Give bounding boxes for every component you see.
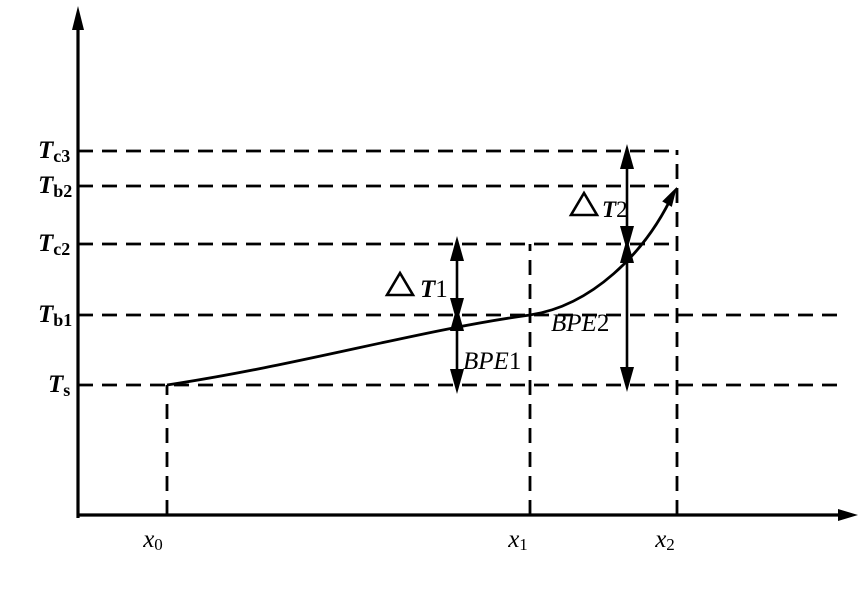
svg-text:T1: T1: [420, 276, 448, 303]
svg-text:Ts: Ts: [48, 371, 70, 400]
svg-text:x0: x0: [142, 526, 163, 554]
svg-text:BPE2: BPE2: [551, 310, 609, 337]
svg-text:Tb1: Tb1: [38, 301, 72, 330]
svg-text:BPE1: BPE1: [463, 348, 521, 375]
svg-text:x1: x1: [507, 526, 528, 554]
svg-text:x2: x2: [654, 526, 675, 554]
svg-text:Tc3: Tc3: [38, 137, 70, 166]
svg-text:T2: T2: [602, 197, 628, 222]
svg-text:Tc2: Tc2: [38, 230, 70, 259]
svg-text:Tb2: Tb2: [38, 172, 72, 201]
